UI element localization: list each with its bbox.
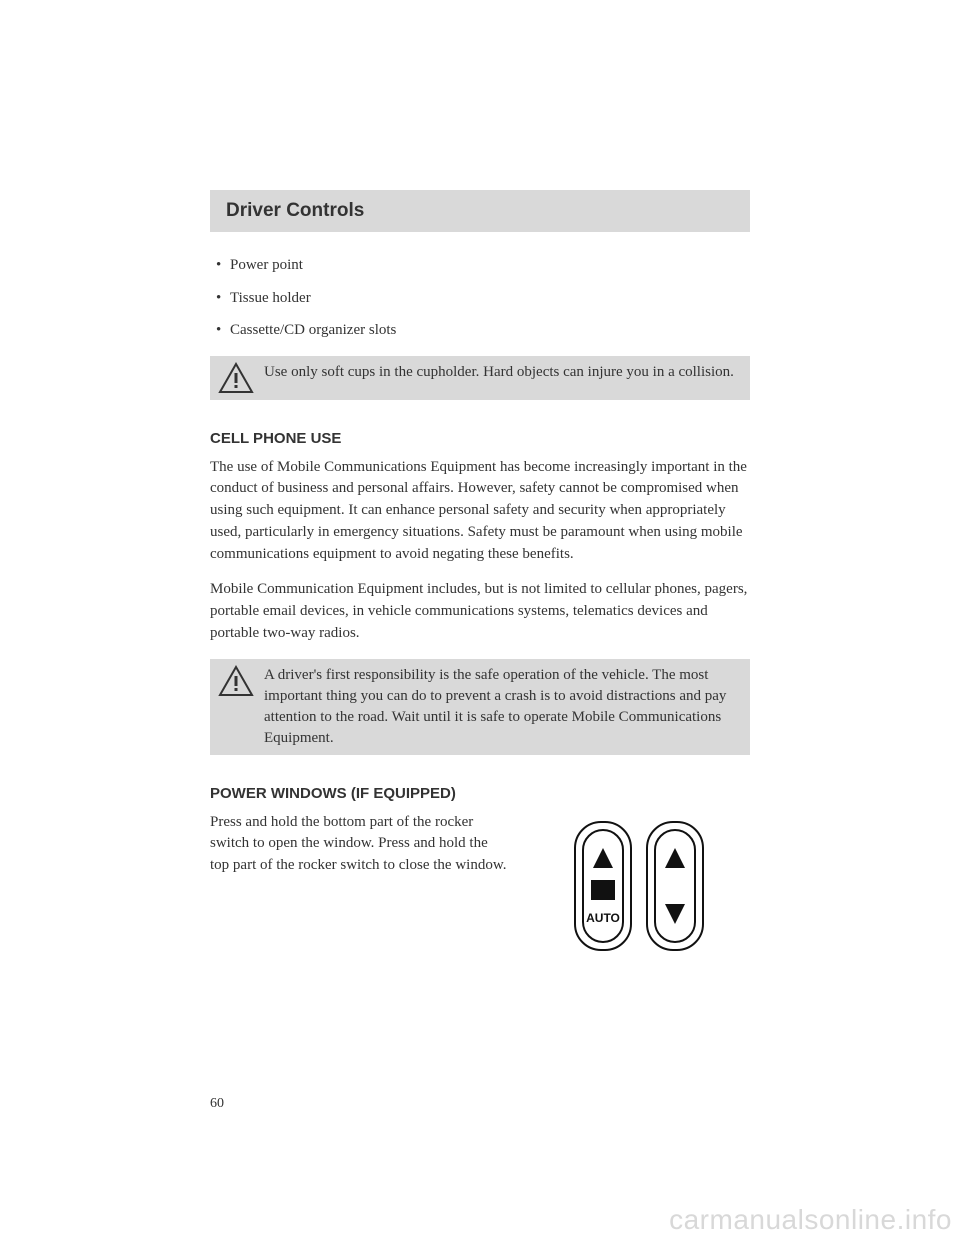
feature-bullet-list: Power point Tissue holder Cassette/CD or… xyxy=(216,254,750,342)
two-column-layout: Press and hold the bottom part of the ro… xyxy=(210,812,750,962)
list-item: Power point xyxy=(216,254,750,277)
page-number: 60 xyxy=(210,1096,224,1112)
section-title: CELL PHONE USE xyxy=(210,430,750,447)
warning-text: Use only soft cups in the cupholder. Har… xyxy=(264,362,734,383)
text-column: Press and hold the bottom part of the ro… xyxy=(210,812,508,962)
illustration-column: AUTO xyxy=(530,812,750,962)
watermark-text: carmanualsonline.info xyxy=(669,1204,952,1236)
chapter-header: Driver Controls xyxy=(210,190,750,232)
section-title: POWER WINDOWS (IF EQUIPPED) xyxy=(210,785,750,802)
warning-box: A driver's first responsibility is the s… xyxy=(210,659,750,755)
body-paragraph: The use of Mobile Communications Equipme… xyxy=(210,457,750,566)
warning-text: A driver's first responsibility is the s… xyxy=(264,665,742,749)
body-paragraph: Mobile Communication Equipment includes,… xyxy=(210,579,750,644)
warning-box: Use only soft cups in the cupholder. Har… xyxy=(210,356,750,400)
chapter-title: Driver Controls xyxy=(226,200,364,221)
list-item: Tissue holder xyxy=(216,287,750,310)
power-window-switches-icon: AUTO xyxy=(555,812,725,962)
manual-page: Driver Controls Power point Tissue holde… xyxy=(0,0,960,1242)
auto-label: AUTO xyxy=(586,911,620,925)
warning-triangle-icon xyxy=(218,362,254,394)
body-paragraph: Press and hold the bottom part of the ro… xyxy=(210,812,508,877)
warning-triangle-icon xyxy=(218,665,254,697)
list-item: Cassette/CD organizer slots xyxy=(216,319,750,342)
